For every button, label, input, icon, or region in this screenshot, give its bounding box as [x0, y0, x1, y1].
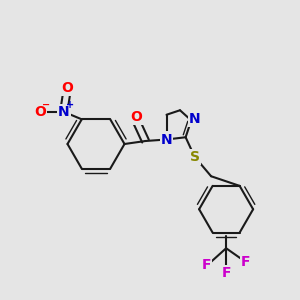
- Text: O: O: [130, 110, 142, 124]
- Text: F: F: [202, 258, 211, 272]
- Text: N: N: [58, 105, 70, 119]
- Text: +: +: [66, 100, 74, 110]
- Text: O: O: [61, 81, 73, 95]
- Text: N: N: [189, 112, 201, 126]
- Text: F: F: [221, 266, 231, 280]
- Text: −: −: [42, 100, 50, 110]
- Text: S: S: [190, 150, 200, 164]
- Text: N: N: [161, 133, 172, 146]
- Text: F: F: [241, 255, 250, 269]
- Text: O: O: [34, 105, 46, 119]
